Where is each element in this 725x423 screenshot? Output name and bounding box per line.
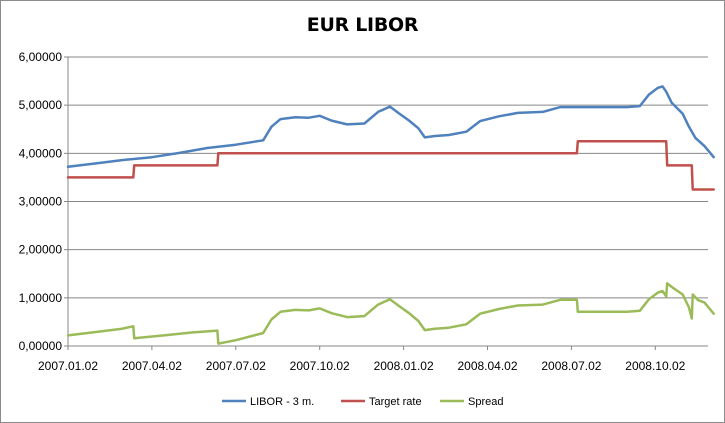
series-lines [66, 85, 715, 345]
series-line-1 [66, 85, 715, 169]
x-tick-label: 2008.01.02 [374, 359, 434, 373]
y-tick-label: 6,00000 [19, 50, 63, 64]
x-tick-label: 2007.04.02 [122, 359, 182, 373]
x-tick-label: 2007.10.02 [290, 359, 350, 373]
x-tick-label: 2008.07.02 [541, 359, 601, 373]
x-axis-ticks: 2007.01.02 2007.04.02 2007.07.02 2007.10.02… [38, 346, 686, 373]
series-line-3 [66, 282, 715, 345]
legend: LIBOR - 3 m. Target rate Spread [222, 396, 503, 408]
y-axis-ticks: 0,00000 1,00000 2,00000 3,00000 4,00000 5,000… [19, 50, 68, 353]
chart-title: EUR LIBOR [306, 14, 419, 36]
x-tick-label: 2007.01.02 [38, 359, 98, 373]
y-tick-label: 2,00000 [19, 243, 63, 257]
y-tick-label: 5,00000 [19, 98, 63, 112]
x-tick-label: 2008.10.02 [625, 359, 685, 373]
y-tick-label: 4,00000 [19, 146, 63, 160]
x-tick-label: 2008.04.02 [457, 359, 517, 373]
series-line-2 [66, 140, 715, 191]
y-tick-label: 1,00000 [19, 291, 63, 305]
gridlines [68, 56, 708, 299]
y-tick-label: 3,00000 [19, 195, 63, 209]
x-tick-label: 2007.07.02 [206, 359, 266, 373]
legend-label: Target rate [369, 396, 422, 408]
legend-label: Spread [468, 396, 503, 408]
y-tick-label: 0,00000 [19, 339, 63, 353]
legend-label: LIBOR - 3 m. [250, 396, 314, 408]
